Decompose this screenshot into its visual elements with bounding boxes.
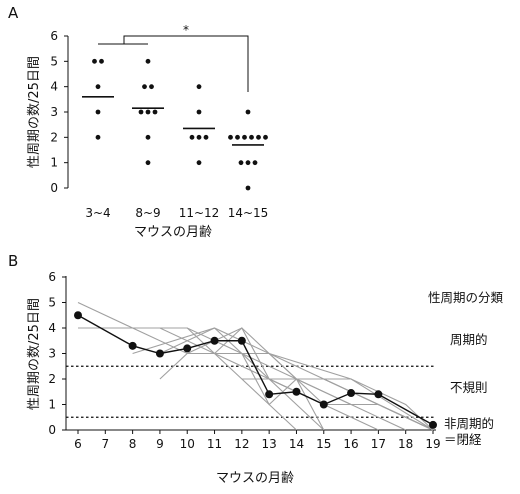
panel-b-x-axis-label: マウスの月齢 <box>216 471 294 486</box>
panel-b-individual-line <box>323 378 434 431</box>
panel-a-data-point <box>145 160 151 166</box>
panel-b-x-tick-label: 10 <box>180 437 195 451</box>
panel-a-data-point <box>203 134 209 140</box>
panel-a-data-point <box>245 109 251 115</box>
panel-b-x-tick-label: 18 <box>398 437 413 451</box>
panel-b-x-tick-label: 8 <box>129 437 137 451</box>
panel-a-y-tick-label: 1 <box>50 156 58 170</box>
panel-b-mean-point <box>237 336 246 345</box>
panel-b-mean-point <box>347 389 356 398</box>
panel-b-x-ticks: 6 7 8 9 10 11 12 13 14 15 16 17 18 19 <box>74 430 441 451</box>
panel-a-y-tick-label: 4 <box>50 80 58 94</box>
panel-a-data-point <box>149 84 154 90</box>
panel-b-mean-point <box>183 344 192 353</box>
panel-b-x-tick-label: 15 <box>316 437 331 451</box>
classification-irregular: 不規則 <box>450 380 488 395</box>
panel-b-x-tick-label: 11 <box>207 437 222 451</box>
panel-b-mean-point <box>128 341 137 350</box>
panel-a-data-point <box>252 160 258 166</box>
panel-b-y-tick-label: 4 <box>48 321 56 335</box>
panel-a-data-point <box>196 84 202 90</box>
panel-b-mean-point <box>265 390 274 399</box>
panel-b-x-tick-label: 16 <box>343 437 358 451</box>
panel-a-y-axis-label: 性周期の数/25日間 <box>27 56 42 168</box>
panel-a-data-point <box>242 134 247 140</box>
classification-acyclic: 非周期的 <box>444 416 494 431</box>
panel-a-data-point <box>235 134 240 140</box>
panel-a-significance-bracket: * <box>98 23 249 92</box>
panel-a-data-point <box>138 109 144 115</box>
panel-a-data-point <box>92 58 97 64</box>
panel-a-data-point <box>145 58 151 64</box>
panel-a-data-point <box>245 160 251 166</box>
panel-a-category-label: 3~4 <box>85 206 110 220</box>
panel-a-data-point <box>152 109 158 115</box>
panel-a-category-label: 11~12 <box>179 206 220 220</box>
panel-a-categories: 3~4 8~9 11~12 14~15 <box>85 206 268 220</box>
panel-a-data-point <box>196 109 202 115</box>
panel-a-data-point <box>189 134 195 140</box>
panel-b-mean-point <box>74 311 82 320</box>
panel-b-y-tick-label: 3 <box>48 347 56 361</box>
panel-a-label: A <box>8 4 19 22</box>
panel-b-x-tick-label: 17 <box>371 437 386 451</box>
panel-a-data-point <box>238 160 244 166</box>
panel-b-y-tick-label: 6 <box>48 270 56 284</box>
panel-a-data-point <box>196 134 202 140</box>
panel-a-data-point <box>95 84 101 90</box>
panel-b-y-ticks: 0 1 2 3 4 5 6 <box>48 270 66 437</box>
panel-a-category-label: 8~9 <box>135 206 160 220</box>
panel-b-y-axis-label: 性周期の数/25日間 <box>27 298 42 410</box>
panel-b-reference-lines <box>66 365 436 418</box>
panel-b-mean-point <box>319 400 328 409</box>
panel-b-y-tick-label: 1 <box>48 398 56 412</box>
panel-a-data-point <box>142 84 147 90</box>
panel-a-data-point <box>263 134 268 140</box>
panel-a-category-label: 14~15 <box>228 206 269 220</box>
panel-b-x-tick-label: 12 <box>234 437 249 451</box>
panel-b-x-tick-label: 13 <box>262 437 277 451</box>
panel-b-mean-point <box>292 387 301 396</box>
panel-a-data-point <box>95 134 101 140</box>
classification-regular: 周期的 <box>450 332 488 347</box>
panel-a-y-tick-label: 0 <box>50 181 58 195</box>
significance-star: * <box>183 23 189 37</box>
panel-a-y-tick-label: 5 <box>50 54 58 68</box>
panel-a-y-ticks: 0 1 2 3 4 5 6 <box>50 29 68 195</box>
panel-b-y-tick-label: 2 <box>48 372 56 386</box>
panel-a-data-point <box>256 134 261 140</box>
panel-a-data-point <box>145 134 151 140</box>
panel-b-mean-point <box>429 420 437 429</box>
panel-b-mean-point <box>210 336 219 345</box>
panel-b-x-tick-label: 7 <box>101 437 109 451</box>
panel-a-points <box>92 58 268 191</box>
panel-a-data-point <box>95 109 101 115</box>
panel-a-data-point <box>249 134 254 140</box>
panel-a-y-tick-label: 3 <box>50 105 58 119</box>
panel-b-y-tick-label: 5 <box>48 296 56 310</box>
panel-b-x-tick-label: 19 <box>425 437 440 451</box>
panel-b-x-tick-label: 9 <box>156 437 164 451</box>
panel-b-label: B <box>8 252 18 270</box>
panel-a-data-point <box>145 109 151 115</box>
panel-a-x-axis-label: マウスの月齢 <box>134 225 212 240</box>
panel-b-x-tick-label: 14 <box>289 437 304 451</box>
panel-a-y-tick-label: 2 <box>50 130 58 144</box>
panel-a-means <box>82 96 264 146</box>
panel-a-data-point <box>99 58 104 64</box>
panel-b-mean-series <box>74 311 437 429</box>
panel-b-mean-line <box>77 314 434 426</box>
panel-b-individual-line <box>214 353 297 431</box>
panel-a-data-point <box>196 160 202 166</box>
classification-title: 性周期の分類 <box>428 290 504 305</box>
panel-a-data-point <box>228 134 233 140</box>
panel-b-mean-point <box>155 349 164 358</box>
panel-b-y-tick-label: 0 <box>48 423 56 437</box>
panel-b-mean-point <box>374 390 383 399</box>
panel-b-x-tick-label: 6 <box>74 437 82 451</box>
classification-menopause: ＝閉経 <box>444 432 482 447</box>
panel-a-y-tick-label: 6 <box>50 29 58 43</box>
panel-a-data-point <box>245 185 251 191</box>
